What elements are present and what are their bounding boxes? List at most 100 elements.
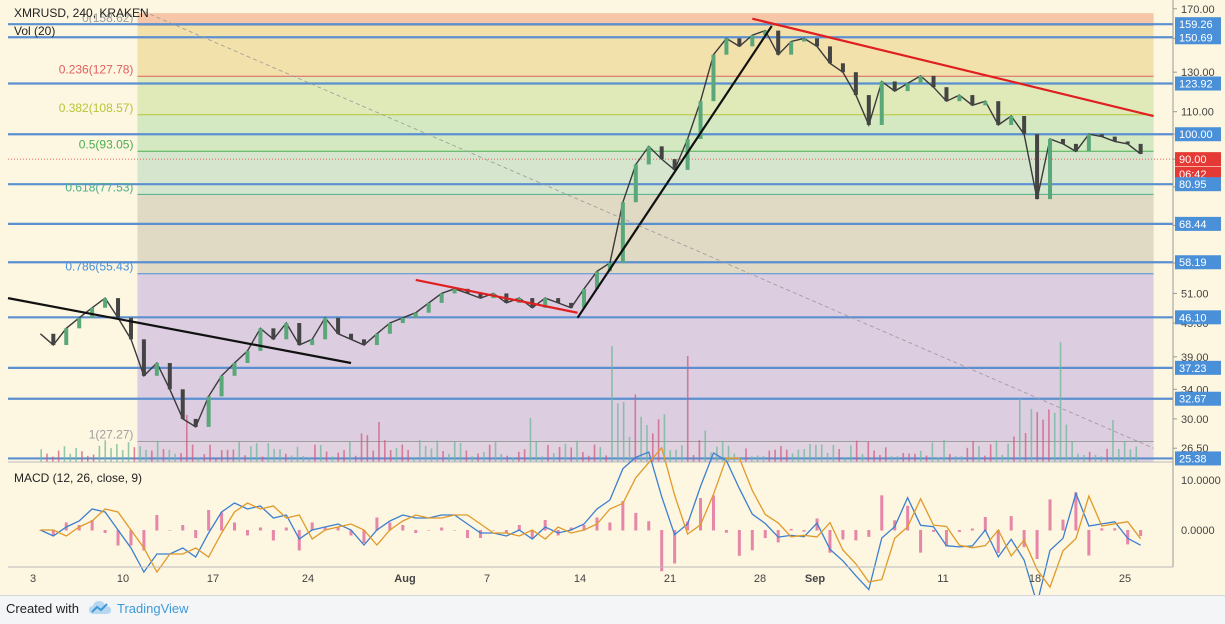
macd-hist-bar bbox=[880, 495, 884, 531]
volume-bar bbox=[745, 448, 747, 462]
volume-bar bbox=[354, 455, 357, 462]
volume-label: Vol (20) bbox=[14, 24, 56, 38]
macd-hist-bar bbox=[1009, 516, 1013, 531]
volume-bar bbox=[1042, 419, 1044, 462]
candle bbox=[426, 302, 431, 313]
volume-bar bbox=[832, 444, 835, 462]
volume-bar bbox=[296, 446, 299, 462]
date-tick-label: 14 bbox=[574, 573, 586, 585]
footer: Created with TradingView bbox=[0, 595, 1225, 624]
candle bbox=[569, 302, 574, 308]
chart-title: XMRUSD, 240, KRAKEN bbox=[14, 6, 149, 20]
fib-label: 1(27.27) bbox=[89, 427, 134, 441]
candle bbox=[879, 81, 884, 125]
volume-bar bbox=[576, 440, 578, 462]
price-badge bbox=[1175, 30, 1221, 45]
volume-bar bbox=[657, 419, 660, 462]
candle bbox=[349, 333, 354, 340]
volume-bar bbox=[803, 449, 806, 462]
macd-hist-bar bbox=[90, 520, 94, 531]
price-tick-label: 130.00 bbox=[1181, 67, 1215, 79]
macd-hist-bar bbox=[841, 530, 845, 540]
volume-bar bbox=[535, 440, 538, 462]
volume-bar bbox=[972, 440, 974, 462]
macd-hist-bar bbox=[51, 530, 55, 536]
price-badge-label: 159.26 bbox=[1179, 19, 1213, 31]
fib-label: 0.5(93.05) bbox=[79, 137, 134, 151]
candle bbox=[983, 101, 988, 106]
volume-bar bbox=[407, 450, 409, 462]
candle bbox=[944, 87, 949, 102]
volume-bar bbox=[692, 454, 695, 462]
candle bbox=[543, 298, 548, 308]
volume-bar bbox=[640, 416, 642, 462]
price-chart[interactable]: 0(158.62) 0.236(127.78) 0.382(108.57) 0.5(9… bbox=[0, 0, 1225, 595]
volume-bar bbox=[349, 441, 351, 462]
date-tick-label: 18 bbox=[1029, 573, 1041, 585]
volume-bar bbox=[453, 441, 456, 462]
volume-bar bbox=[663, 414, 666, 462]
volume-bar bbox=[133, 447, 136, 462]
macd-hist-bar bbox=[919, 530, 923, 553]
volume-bar bbox=[52, 456, 54, 462]
volume-bar bbox=[180, 453, 182, 462]
volume-bar bbox=[1123, 441, 1126, 462]
date-tick-label: 28 bbox=[754, 573, 766, 585]
price-badge bbox=[1175, 391, 1221, 406]
candle bbox=[387, 323, 392, 334]
macd-hist-bar bbox=[608, 522, 612, 531]
macd-hist-bar bbox=[789, 528, 793, 531]
volume-bar bbox=[1018, 398, 1021, 462]
volume-bar bbox=[931, 442, 934, 462]
macd-hist-bar bbox=[1022, 530, 1026, 548]
macd-hist-bar bbox=[271, 530, 275, 541]
macd-hist-bar bbox=[1035, 530, 1039, 560]
volume-bar bbox=[255, 443, 258, 462]
volume-bar bbox=[378, 422, 380, 462]
candle bbox=[206, 396, 211, 427]
volume-bar bbox=[314, 444, 316, 462]
candle bbox=[763, 30, 768, 36]
volume-bar bbox=[896, 456, 899, 462]
candle bbox=[1099, 134, 1104, 137]
volume-bar bbox=[174, 453, 176, 462]
date-tick-label: 17 bbox=[207, 573, 219, 585]
candle bbox=[646, 146, 651, 165]
price-badge-label: 150.69 bbox=[1179, 32, 1213, 44]
volume-bar bbox=[984, 455, 986, 462]
volume-bar bbox=[366, 435, 369, 462]
macd-hist-bar bbox=[453, 530, 457, 531]
candle bbox=[827, 46, 832, 64]
volume-bar bbox=[622, 402, 625, 462]
date-tick-label: 7 bbox=[484, 573, 490, 585]
candle bbox=[478, 293, 483, 299]
candle bbox=[439, 293, 444, 303]
volume-bar bbox=[325, 451, 328, 462]
volume-bar bbox=[302, 456, 305, 462]
candle bbox=[361, 339, 366, 346]
price-badge-label: 80.95 bbox=[1179, 179, 1207, 191]
date-tick-label: 3 bbox=[30, 573, 36, 585]
volume-bar bbox=[890, 456, 893, 462]
candle bbox=[724, 38, 729, 55]
volume-bar bbox=[919, 450, 922, 462]
macd-hist-bar bbox=[906, 505, 910, 531]
volume-bar bbox=[884, 447, 887, 462]
candle bbox=[672, 159, 677, 170]
volume-bar bbox=[215, 457, 217, 462]
price-badge-label: 90.00 bbox=[1179, 154, 1207, 166]
candle bbox=[996, 101, 1001, 125]
volume-bar bbox=[459, 443, 462, 462]
volume-bar bbox=[424, 445, 427, 462]
volume-bar bbox=[902, 453, 905, 462]
macd-hist-bar bbox=[1139, 530, 1143, 536]
macd-hist-bar bbox=[414, 530, 418, 533]
price-tick-label: 110.00 bbox=[1181, 107, 1214, 119]
date-tick-label: 25 bbox=[1119, 573, 1131, 585]
tradingview-link[interactable]: TradingView bbox=[117, 601, 189, 616]
fib-band bbox=[137, 76, 1154, 115]
trendline bbox=[137, 8, 1154, 449]
volume-bar bbox=[127, 442, 130, 462]
macd-hist-bar bbox=[323, 527, 327, 531]
candle bbox=[815, 38, 820, 47]
